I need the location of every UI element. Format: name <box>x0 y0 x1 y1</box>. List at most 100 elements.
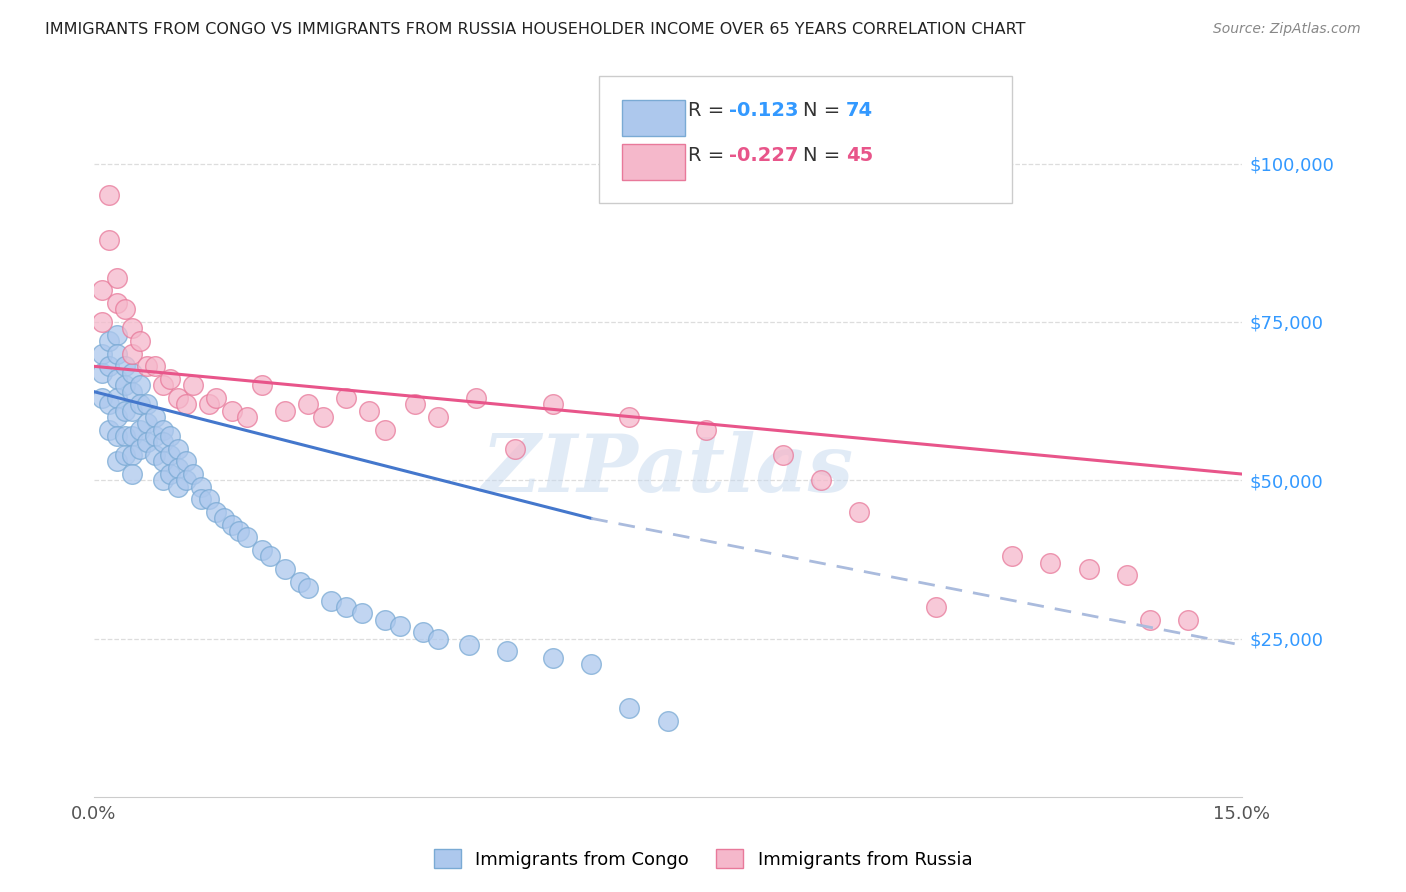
Point <box>183 378 205 392</box>
Point <box>98 359 121 374</box>
Text: N =: N = <box>803 146 846 165</box>
Point <box>1139 613 1161 627</box>
Point <box>143 359 166 374</box>
Point <box>159 429 181 443</box>
Point <box>114 359 136 374</box>
Point <box>221 403 243 417</box>
Text: R =: R = <box>689 102 731 120</box>
FancyBboxPatch shape <box>621 144 685 180</box>
Point <box>105 454 128 468</box>
Point <box>412 625 434 640</box>
Point <box>121 384 143 399</box>
Point <box>152 474 174 488</box>
Point <box>114 429 136 443</box>
FancyBboxPatch shape <box>599 76 1012 203</box>
Point <box>121 467 143 481</box>
Point <box>128 397 150 411</box>
Point <box>128 442 150 456</box>
Point <box>274 403 297 417</box>
Point <box>98 334 121 348</box>
Point <box>152 423 174 437</box>
Point <box>167 460 190 475</box>
Point <box>695 423 717 437</box>
Point <box>174 474 197 488</box>
Point <box>228 524 250 538</box>
Text: Source: ZipAtlas.com: Source: ZipAtlas.com <box>1213 22 1361 37</box>
Point <box>90 391 112 405</box>
Point <box>252 543 274 558</box>
Point <box>114 403 136 417</box>
Point <box>465 391 488 405</box>
Point <box>221 517 243 532</box>
Point <box>121 321 143 335</box>
Point <box>236 530 259 544</box>
Point <box>374 613 396 627</box>
Point <box>105 409 128 424</box>
Point <box>374 423 396 437</box>
Point <box>114 378 136 392</box>
Point <box>90 366 112 380</box>
Point <box>159 467 181 481</box>
Point <box>167 391 190 405</box>
Point <box>1001 549 1024 564</box>
Point <box>388 619 411 633</box>
Text: -0.123: -0.123 <box>728 102 799 120</box>
Text: 74: 74 <box>845 102 873 120</box>
Point <box>121 429 143 443</box>
Point <box>136 417 159 431</box>
Point <box>335 391 357 405</box>
Point <box>128 423 150 437</box>
Point <box>581 657 603 671</box>
Point <box>128 334 150 348</box>
Point <box>159 372 181 386</box>
Point <box>152 454 174 468</box>
Text: ZIPatlas: ZIPatlas <box>482 431 853 508</box>
Point <box>619 409 641 424</box>
Legend: Immigrants from Congo, Immigrants from Russia: Immigrants from Congo, Immigrants from R… <box>426 842 980 876</box>
Point <box>105 296 128 310</box>
Point <box>90 315 112 329</box>
Point <box>90 283 112 297</box>
Point <box>190 492 212 507</box>
Point <box>274 562 297 576</box>
Point <box>1077 562 1099 576</box>
Point <box>114 302 136 317</box>
Point <box>128 378 150 392</box>
Point <box>657 714 679 728</box>
Point <box>205 391 228 405</box>
Point <box>105 327 128 342</box>
Text: 45: 45 <box>845 146 873 165</box>
Point <box>503 442 526 456</box>
Point <box>541 650 564 665</box>
Point <box>136 359 159 374</box>
Point <box>319 593 342 607</box>
Point <box>136 397 159 411</box>
Point <box>848 505 870 519</box>
Point <box>290 574 312 589</box>
Point <box>121 403 143 417</box>
Point <box>297 397 319 411</box>
Point <box>174 397 197 411</box>
Point <box>335 600 357 615</box>
Point <box>197 492 219 507</box>
Point <box>1039 556 1062 570</box>
Point <box>136 435 159 450</box>
Point <box>619 701 641 715</box>
Point <box>105 391 128 405</box>
Point <box>159 448 181 462</box>
Point <box>457 638 479 652</box>
Point <box>167 480 190 494</box>
Point <box>252 378 274 392</box>
Point <box>350 607 373 621</box>
Point <box>98 188 121 202</box>
Point <box>772 448 794 462</box>
Point <box>404 397 426 411</box>
Point <box>121 448 143 462</box>
Point <box>359 403 381 417</box>
Point <box>98 423 121 437</box>
Point <box>205 505 228 519</box>
Point <box>98 397 121 411</box>
Point <box>236 409 259 424</box>
Point <box>541 397 564 411</box>
Point <box>152 435 174 450</box>
